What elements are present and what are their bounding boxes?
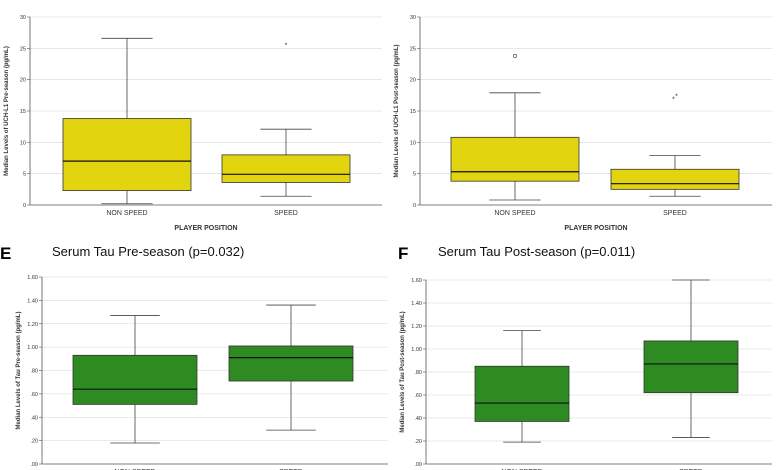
y-tick-label: 1.20	[411, 324, 422, 330]
y-axis-label: Median Levels of Tau Post-season (pg/mL)	[400, 311, 406, 432]
box-iqr	[450, 136, 580, 182]
x-axis-label: PLAYER POSITION	[564, 225, 627, 232]
panel-letter: E	[0, 244, 11, 263]
category-label: NON SPEED	[494, 210, 535, 217]
y-tick-label: 5	[413, 172, 416, 178]
y-tick-label: 1.40	[27, 298, 38, 304]
y-tick-label: 1.40	[411, 301, 422, 307]
y-tick-label: 25	[20, 46, 26, 52]
outlier-star: *	[675, 93, 678, 100]
y-axis-label: Median Levels of Tau Pre-season (pg/mL)	[16, 312, 22, 430]
x-axis-label: PLAYER POSITION	[174, 225, 237, 232]
y-tick-label: 0	[23, 203, 26, 209]
category-label: NON SPEED	[106, 210, 147, 217]
box-iqr	[228, 345, 354, 382]
y-tick-label: .60	[414, 393, 422, 399]
box-iqr	[643, 340, 739, 394]
y-tick-label: 10	[20, 140, 26, 146]
box-iqr	[72, 354, 198, 405]
panel-letter: F	[398, 244, 408, 263]
y-tick-label: .40	[30, 415, 38, 421]
y-tick-label: 1.20	[27, 322, 38, 328]
category-label: SPEED	[663, 210, 687, 217]
chart-panel-2: .00.20.40.60.801.001.201.401.60NON SPEED…	[0, 244, 388, 470]
y-tick-label: .20	[414, 439, 422, 445]
chart-title: Serum Tau Post-season (p=0.011)	[438, 244, 635, 259]
y-tick-label: .40	[414, 416, 422, 422]
y-tick-label: 30	[20, 15, 26, 21]
box-iqr	[474, 365, 570, 422]
chart-title: Serum Tau Pre-season (p=0.032)	[52, 244, 244, 259]
y-tick-label: 20	[410, 78, 416, 84]
box-iqr	[62, 118, 192, 191]
y-tick-label: .00	[414, 462, 422, 468]
category-label: SPEED	[274, 210, 298, 217]
y-tick-label: .80	[414, 370, 422, 376]
y-tick-label: 0	[413, 203, 416, 209]
y-tick-label: 1.60	[27, 275, 38, 281]
y-tick-label: .60	[30, 392, 38, 398]
box-iqr	[221, 154, 351, 183]
y-tick-label: .20	[30, 439, 38, 445]
outlier-star: *	[672, 96, 675, 103]
y-tick-label: .80	[30, 369, 38, 375]
y-axis-label: Median Levels of UCH-L1 Post-season (pg/…	[394, 44, 400, 177]
y-tick-label: 15	[410, 109, 416, 115]
y-tick-label: 1.00	[411, 347, 422, 353]
y-tick-label: 5	[23, 172, 26, 178]
chart-panel-3: .00.20.40.60.801.001.201.401.60NON SPEED…	[398, 244, 772, 470]
box-iqr	[610, 168, 740, 190]
chart-panel-0: 0 5 10 15 20 25 30 NON SPEED * SPEED Median Levels…	[4, 15, 382, 232]
y-tick-label: 1.60	[411, 278, 422, 284]
y-tick-label: 20	[20, 78, 26, 84]
y-tick-label: 15	[20, 109, 26, 115]
y-tick-label: 10	[410, 140, 416, 146]
y-tick-label: 1.00	[27, 345, 38, 351]
outlier-circle	[512, 53, 517, 58]
y-tick-label: 30	[410, 15, 416, 21]
y-tick-label: 25	[410, 46, 416, 52]
y-axis-label: Median Levels of UCH-L1 Pre-season (pg/m…	[4, 46, 10, 176]
outlier-star: *	[285, 43, 288, 50]
y-tick-label: .00	[30, 462, 38, 468]
